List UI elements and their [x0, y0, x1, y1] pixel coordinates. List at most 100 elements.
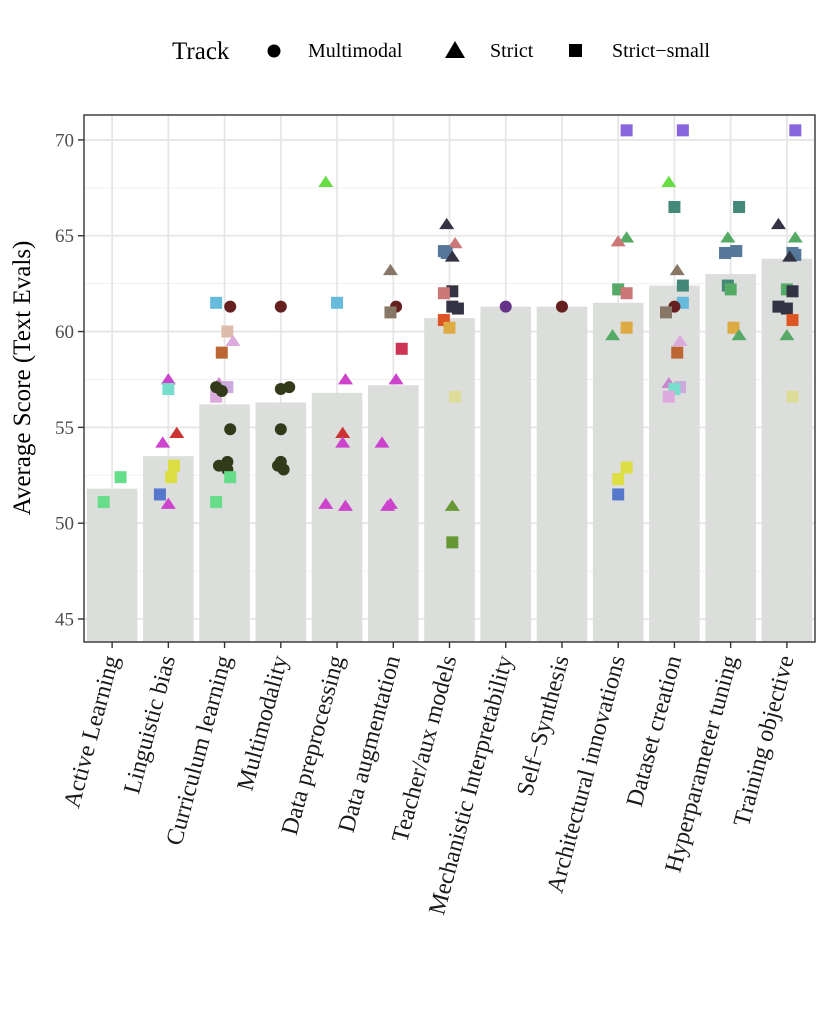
point-square	[668, 200, 681, 213]
legend-triangle-icon	[445, 41, 465, 58]
point-triangle	[388, 373, 404, 385]
point-triangle	[720, 231, 736, 243]
point-square	[780, 302, 793, 315]
point-triangle	[731, 329, 747, 341]
bar	[649, 285, 700, 642]
point-square	[789, 124, 802, 137]
point-square	[443, 321, 456, 334]
x-category-label: Self−Synthesis	[512, 653, 574, 799]
point-triangle	[619, 231, 635, 243]
point-square	[786, 285, 799, 298]
point-square	[331, 296, 344, 309]
point-square	[789, 248, 802, 261]
point-square	[786, 390, 799, 403]
point-square	[437, 287, 450, 300]
y-axis: 45 50 55 60 65 70	[55, 130, 84, 631]
point-square	[724, 283, 737, 296]
legend-square-icon	[569, 44, 582, 57]
point-square	[221, 325, 234, 338]
point-triangle	[444, 250, 460, 262]
bar	[255, 402, 307, 642]
point-square	[167, 459, 180, 472]
legend: Track Multimodal Strict Strict−small	[172, 38, 710, 65]
x-category-label: Multimodality	[233, 653, 294, 794]
point-square	[451, 302, 464, 315]
point-square	[719, 246, 732, 259]
point-circle	[277, 463, 290, 476]
legend-label-strict: Strict	[490, 40, 534, 62]
bar	[480, 306, 532, 642]
point-square	[676, 279, 689, 292]
point-square	[671, 346, 684, 359]
point-square	[727, 321, 740, 334]
point-circle	[224, 300, 237, 313]
point-square	[786, 314, 799, 327]
point-square	[612, 488, 625, 501]
bar	[143, 456, 194, 642]
y-tick-label: 65	[55, 226, 74, 247]
point-square	[730, 245, 743, 258]
bar	[536, 306, 588, 642]
point-circle	[224, 423, 237, 436]
legend-title: Track	[172, 38, 230, 65]
point-triangle	[337, 499, 353, 511]
point-square	[620, 287, 633, 300]
point-triangle	[782, 250, 798, 262]
y-tick-label: 70	[55, 130, 74, 151]
y-axis-title: Average Score (Text Evals)	[9, 241, 36, 516]
bar	[367, 385, 419, 642]
point-triangle	[335, 436, 351, 448]
bar	[311, 392, 363, 642]
bar	[199, 404, 250, 642]
point-square	[662, 390, 675, 403]
point-circle	[555, 300, 568, 313]
bar	[705, 274, 756, 642]
point-square	[395, 342, 408, 355]
point-triangle	[380, 499, 396, 511]
point-triangle	[779, 329, 795, 341]
point-square	[215, 346, 228, 359]
point-triangle	[669, 263, 685, 276]
y-tick-label: 60	[55, 322, 74, 343]
point-triangle	[318, 175, 334, 187]
point-triangle	[160, 373, 176, 385]
x-category-label: Training objective	[729, 653, 800, 830]
bar	[592, 302, 644, 642]
point-square	[162, 383, 175, 396]
point-triangle	[605, 329, 621, 341]
point-circle	[283, 381, 296, 394]
point-square	[165, 471, 178, 484]
x-category-label: Active Learning	[59, 653, 125, 811]
point-square	[620, 461, 633, 474]
bar	[86, 488, 138, 642]
point-square	[612, 473, 625, 486]
point-square	[676, 124, 689, 137]
point-triangle	[661, 175, 677, 187]
y-tick-label: 55	[55, 418, 74, 439]
point-circle	[274, 423, 287, 436]
point-square	[384, 306, 397, 319]
bars	[86, 258, 813, 642]
legend-circle-icon	[267, 44, 281, 58]
point-circle	[215, 384, 228, 397]
point-triangle	[382, 263, 398, 276]
point-square	[153, 488, 166, 501]
point-triangle	[447, 237, 463, 249]
points	[97, 124, 803, 549]
point-triangle	[439, 217, 455, 230]
legend-label-strict-small: Strict−small	[612, 40, 710, 62]
point-triangle	[225, 334, 241, 347]
point-triangle	[672, 334, 688, 347]
point-circle	[499, 300, 512, 313]
point-triangle	[444, 499, 460, 511]
point-square	[97, 496, 110, 509]
point-circle	[274, 300, 287, 313]
point-triangle	[160, 497, 176, 509]
point-triangle	[337, 373, 353, 385]
point-triangle	[335, 426, 351, 438]
y-tick-label: 50	[55, 514, 74, 535]
point-square	[620, 321, 633, 334]
point-triangle	[374, 436, 390, 448]
x-category-label: Linguistic bias	[119, 653, 181, 797]
